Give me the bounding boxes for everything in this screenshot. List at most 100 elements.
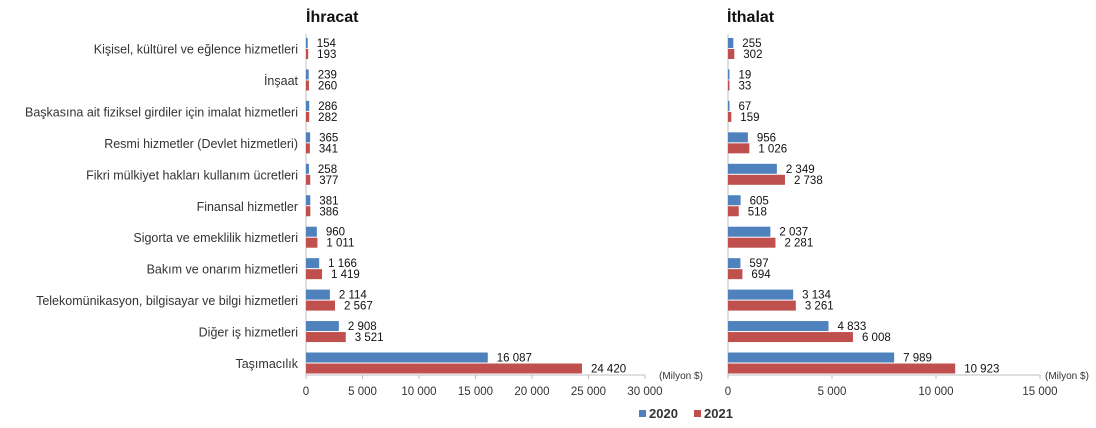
category-label: Fikri mülkiyet hakları kullanım ücretler… (86, 168, 298, 182)
export-bar-2021 (306, 80, 309, 91)
import-bar-2020 (728, 100, 730, 111)
import-value-label-2020: 19 (739, 69, 752, 81)
import-bar-2021 (728, 237, 776, 248)
export-x-tick-label: 10 000 (401, 386, 436, 398)
import-value-label-2020: 956 (757, 132, 776, 144)
export-x-tick-label: 5 000 (348, 386, 377, 398)
import-value-label-2020: 3 134 (802, 290, 831, 302)
import-value-label-2021: 518 (748, 206, 767, 218)
export-bar-2020 (306, 132, 311, 143)
export-bar-2021 (306, 300, 336, 311)
import-bar-2021 (728, 363, 956, 374)
category-label: Telekomünikasyon, bilgisayar ve bilgi hi… (36, 294, 298, 308)
import-value-label-2021: 3 261 (805, 301, 834, 313)
export-panel-title: İhracat (306, 8, 359, 26)
chart-legend: 2020 2021 (639, 406, 733, 421)
import-value-label-2021: 10 923 (964, 364, 999, 376)
export-bar-2021 (306, 269, 323, 280)
export-unit-label: (Milyon $) (659, 371, 703, 382)
legend-label-2020: 2020 (649, 406, 678, 421)
import-bar-2021 (728, 332, 853, 343)
import-bar-2020 (728, 258, 741, 269)
import-bar-2020 (728, 69, 730, 80)
export-value-label-2021: 1 011 (326, 238, 354, 250)
import-x-tick-label: 0 (725, 386, 731, 398)
export-value-label-2021: 24 420 (591, 364, 626, 376)
import-bar-2020 (728, 321, 829, 332)
export-value-label-2021: 2 567 (344, 301, 373, 313)
export-bar-2021 (306, 332, 346, 343)
export-value-label-2020: 2 114 (339, 290, 368, 302)
category-label: İnşaat (264, 74, 299, 88)
export-bar-2020 (306, 352, 488, 363)
export-panel: Kişisel, kültürel ve eğlence hizmetleri İ… (25, 34, 703, 398)
export-bar-2020 (306, 100, 310, 111)
export-value-label-2020: 286 (318, 101, 337, 113)
export-value-label-2021: 386 (319, 206, 338, 218)
export-x-tick-label: 0 (303, 386, 309, 398)
import-unit-label: (Milyon $) (1045, 371, 1089, 382)
category-label: Kişisel, kültürel ve eğlence hizmetleri (94, 43, 298, 57)
category-label: Sigorta ve emeklilik hizmetleri (133, 231, 298, 245)
category-label: Resmi hizmetler (Devlet hizmetleri) (104, 137, 298, 151)
import-value-label-2021: 302 (743, 49, 762, 61)
export-bar-2021 (306, 174, 311, 185)
category-label: Başkasına ait fiziksel girdiler için ima… (25, 105, 298, 119)
export-bar-2021 (306, 143, 310, 154)
export-value-label-2021: 3 521 (355, 332, 384, 344)
import-value-label-2021: 2 281 (784, 238, 813, 250)
export-bar-2021 (306, 237, 318, 248)
import-bar-2020 (728, 132, 748, 143)
import-bar-2021 (728, 80, 730, 91)
export-value-label-2021: 282 (318, 112, 337, 124)
category-label: Bakım ve onarım hizmetleri (147, 263, 298, 277)
import-value-label-2021: 2 738 (794, 175, 823, 187)
export-value-label-2020: 154 (317, 38, 337, 50)
import-bar-2020 (728, 195, 741, 206)
import-value-label-2020: 597 (749, 258, 768, 270)
export-x-tick-label: 15 000 (458, 386, 493, 398)
export-bar-2020 (306, 163, 309, 174)
import-bar-2020 (728, 38, 734, 48)
legend-swatch-2021 (694, 410, 701, 417)
export-value-label-2020: 258 (318, 164, 337, 176)
export-value-label-2020: 381 (319, 195, 338, 207)
export-bar-2020 (306, 321, 339, 332)
import-value-label-2021: 33 (739, 80, 752, 92)
export-bar-2020 (306, 38, 308, 48)
export-value-label-2021: 377 (319, 175, 338, 187)
import-value-label-2020: 4 833 (838, 321, 867, 333)
export-value-label-2021: 1 419 (331, 269, 360, 281)
export-value-label-2021: 260 (318, 80, 337, 92)
export-value-label-2020: 239 (318, 69, 337, 81)
export-bar-2020 (306, 289, 330, 300)
export-bar-2020 (306, 195, 311, 206)
export-bar-2021 (306, 111, 310, 122)
export-x-tick-label: 20 000 (514, 386, 549, 398)
export-value-label-2020: 1 166 (328, 258, 357, 270)
import-panel: 255 19 67 956 2 349 605 2 037 597 3 134 4 833 7 98… (725, 34, 1089, 398)
import-value-label-2020: 605 (750, 195, 769, 207)
import-panel-title: İthalat (727, 8, 775, 26)
export-bar-2020 (306, 69, 309, 80)
import-bar-2021 (728, 111, 732, 122)
import-bar-2020 (728, 289, 794, 300)
export-bar-2021 (306, 49, 309, 59)
chart-panels: Kişisel, kültürel ve eğlence hizmetleri İ… (25, 34, 1089, 398)
export-x-tick-label: 30 000 (627, 386, 662, 398)
legend-label-2021: 2021 (704, 406, 733, 421)
import-bar-2021 (728, 269, 743, 280)
import-value-label-2020: 2 037 (779, 227, 808, 239)
import-value-label-2021: 159 (740, 112, 759, 124)
export-value-label-2020: 2 908 (348, 321, 377, 333)
import-bar-2021 (728, 300, 796, 311)
import-bar-2021 (728, 49, 735, 59)
category-label: Taşımacılık (235, 357, 298, 371)
import-value-label-2020: 255 (742, 38, 761, 50)
import-bar-2021 (728, 174, 785, 185)
export-x-tick-label: 25 000 (571, 386, 606, 398)
import-bar-2020 (728, 163, 777, 174)
export-value-label-2021: 341 (319, 143, 338, 155)
import-x-tick-label: 5 000 (818, 386, 847, 398)
